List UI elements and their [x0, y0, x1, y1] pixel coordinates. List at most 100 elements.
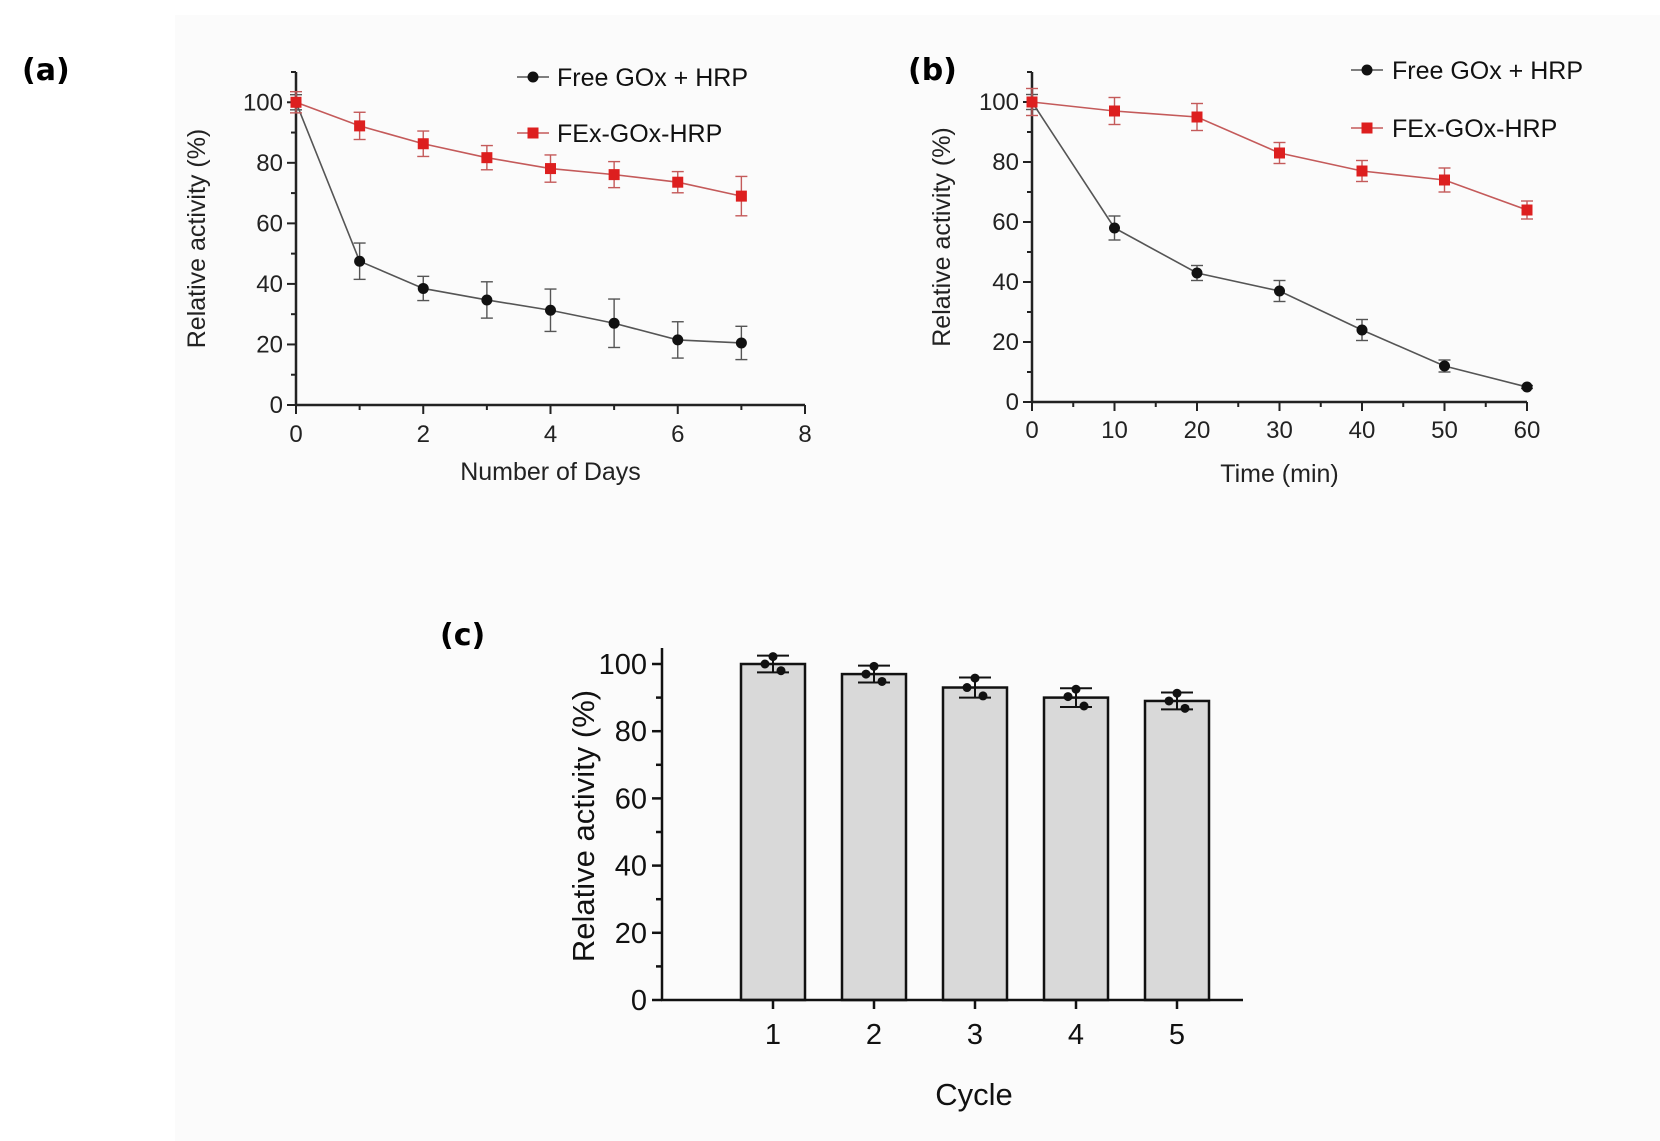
- y-tick-label-c: 0: [631, 985, 647, 1017]
- data-point-fex: [1109, 105, 1120, 117]
- data-point-free: [1274, 285, 1285, 297]
- legend-marker-fex: [527, 127, 539, 139]
- data-point-fex: [1026, 96, 1038, 108]
- panel-label-b: (b): [908, 53, 957, 88]
- x-tick-label-c: 3: [967, 1019, 983, 1051]
- data-point-fex: [290, 96, 302, 108]
- bar: [1143, 699, 1211, 1002]
- y-tick-label-c: 100: [599, 649, 647, 681]
- x-tick-label-a: 4: [544, 421, 557, 448]
- x-tick-label-a: 8: [798, 421, 811, 448]
- replicate-point: [1071, 684, 1081, 694]
- x-tick-label-b: 60: [1514, 417, 1541, 444]
- replicate-point: [970, 673, 980, 683]
- y-tick-label-c: 80: [615, 716, 647, 748]
- data-point-fex: [608, 169, 620, 181]
- legend-label: Free GOx + HRP: [1392, 57, 1583, 85]
- y-tick-label-a: 0: [270, 392, 283, 419]
- x-tick-label-b: 40: [1349, 417, 1376, 444]
- y-tick-label-a: 40: [256, 271, 283, 298]
- y-tick-label-a: 60: [256, 210, 283, 237]
- bar: [840, 672, 908, 1002]
- x-tick-label-a: 6: [671, 421, 684, 448]
- x-tick-label-a: 0: [289, 421, 302, 448]
- y-axis-title-b: Relative activity (%): [928, 127, 956, 347]
- legend-label: FEx-GOx-HRP: [1392, 115, 1557, 143]
- replicate-point: [877, 676, 887, 686]
- x-axis-title-c: Cycle: [935, 1077, 1013, 1112]
- panel-label-c: (c): [440, 618, 485, 653]
- replicate-point: [978, 691, 988, 701]
- data-point-fex: [1356, 165, 1368, 177]
- y-tick-label-b: 20: [992, 329, 1019, 356]
- replicate-point: [869, 661, 879, 671]
- data-point-fex: [481, 152, 493, 164]
- legend-marker-free: [1361, 64, 1373, 76]
- data-point-fex: [1439, 174, 1450, 186]
- data-point-free: [735, 337, 747, 349]
- y-axis-title-a: Relative activity (%): [183, 129, 211, 349]
- legend-label: Free GOx + HRP: [557, 64, 748, 92]
- replicate-point: [1164, 696, 1174, 706]
- replicate-point: [1063, 692, 1073, 702]
- bar: [739, 662, 807, 1002]
- bar: [1042, 696, 1110, 1002]
- replicate-point: [1180, 703, 1190, 713]
- data-point-fex: [545, 163, 556, 175]
- data-point-fex: [354, 120, 366, 132]
- series-line-fex-a: [295, 101, 742, 197]
- y-tick-label-c: 40: [615, 851, 647, 883]
- x-tick-label-c: 4: [1068, 1019, 1084, 1051]
- data-point-free: [608, 317, 620, 329]
- x-tick-label-a: 2: [417, 421, 430, 448]
- x-tick-label-b: 0: [1025, 417, 1038, 444]
- replicate-point: [962, 683, 972, 693]
- y-tick-label-c: 60: [615, 783, 647, 815]
- panel-label-a: (a): [22, 53, 70, 88]
- y-tick-label-b: 100: [979, 89, 1019, 116]
- series-line-free-a: [295, 101, 742, 344]
- y-axis-title-c: Relative activity (%): [566, 690, 601, 962]
- data-point-free: [1439, 360, 1450, 372]
- legend-marker-fex: [1361, 122, 1373, 134]
- replicate-point: [1172, 688, 1182, 698]
- x-axis-title-b: Time (min): [1220, 460, 1339, 488]
- data-point-free: [1191, 267, 1203, 279]
- data-point-free: [1109, 222, 1120, 234]
- data-point-fex: [417, 138, 429, 150]
- x-tick-label-b: 50: [1431, 417, 1458, 444]
- bar: [941, 686, 1009, 1002]
- legend-label: FEx-GOx-HRP: [557, 120, 722, 148]
- data-point-fex: [1274, 147, 1285, 159]
- data-point-free: [1521, 381, 1533, 393]
- y-tick-label-a: 80: [256, 150, 283, 177]
- y-tick-label-a: 100: [243, 89, 283, 116]
- data-point-free: [417, 282, 429, 294]
- data-point-fex: [735, 190, 747, 202]
- data-point-fex: [1191, 111, 1203, 123]
- x-tick-label-c: 2: [866, 1019, 882, 1051]
- data-point-free: [545, 304, 556, 316]
- chart-c: 1 2 3 4 5 0 20 40 60 80 100 Cycle Relative activity …: [566, 648, 1243, 1112]
- chart-b: 0 20 40 60 80 100 0 10 20 30 40 50 60 Time (min) Relat…: [928, 57, 1583, 488]
- replicate-point: [776, 666, 786, 676]
- y-tick-label-b: 60: [992, 209, 1019, 236]
- y-tick-label-b: 40: [992, 269, 1019, 296]
- y-tick-label-c: 20: [615, 918, 647, 950]
- x-tick-label-b: 20: [1184, 417, 1211, 444]
- chart-a: 0 20 40 60 80 100 0 2 4 6 8 Number of Days Relative …: [183, 64, 812, 486]
- data-point-fex: [672, 176, 684, 188]
- legend-marker-free: [527, 71, 539, 83]
- data-point-fex: [1521, 204, 1533, 216]
- replicate-point: [1079, 701, 1089, 711]
- y-tick-label-b: 80: [992, 149, 1019, 176]
- replicate-point: [768, 652, 778, 662]
- replicate-point: [861, 669, 871, 679]
- data-point-free: [1356, 324, 1368, 336]
- x-tick-label-b: 10: [1101, 417, 1128, 444]
- x-tick-label-c: 1: [765, 1019, 781, 1051]
- y-tick-label-a: 20: [256, 331, 283, 358]
- data-point-free: [354, 255, 366, 267]
- data-point-free: [672, 334, 684, 346]
